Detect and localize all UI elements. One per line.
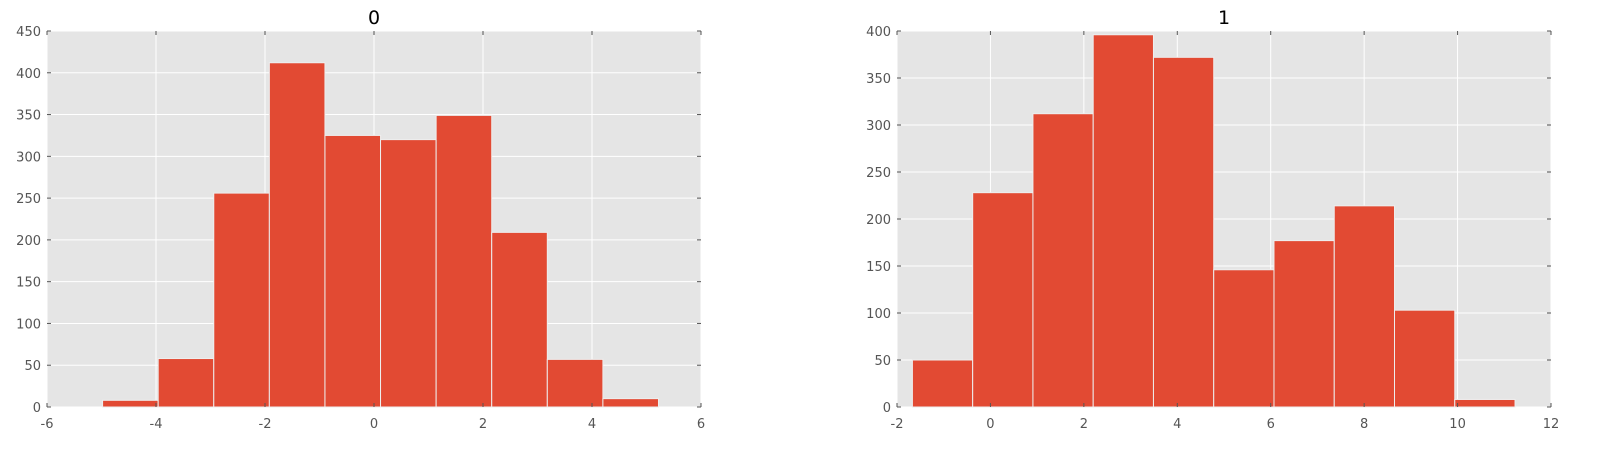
- panel-0-tick-marks: [46, 30, 702, 408]
- panel-0-bar-4: [324, 134, 382, 408]
- panel-1-bar-7: [1333, 205, 1396, 408]
- panel-1-y-tick-label-1: 50: [874, 354, 891, 369]
- panel-0-bars: [102, 62, 659, 408]
- panel-0-bar-8: [546, 358, 604, 408]
- panel-1-x-tick-label-0: -2: [891, 417, 904, 432]
- panel-0-bar-1: [157, 358, 215, 408]
- panel-0-y-tick-label-7: 350: [16, 109, 41, 124]
- panel-0-bar-0: [102, 399, 159, 408]
- panel-0-x-tick-label-3: 0: [370, 417, 378, 432]
- panel-1-x-tick-label-1: 0: [986, 417, 994, 432]
- panel-0-y-tick-label-9: 450: [16, 25, 41, 40]
- panel-0-tick-labels: -6 -4 -2 0 2 4 6 0 50 100 150 200 250 300 350 400 450: [16, 25, 705, 432]
- panel-1-bar-2: [1032, 113, 1094, 408]
- panel-0-y-tick-label-2: 100: [16, 317, 41, 332]
- panel-1-y-tick-label-5: 250: [866, 166, 891, 181]
- panel-1-x-tick-label-2: 2: [1080, 417, 1088, 432]
- panel-0-title: 0: [368, 7, 380, 29]
- panel-0-bar-7: [491, 231, 548, 408]
- panel-0-x-tick-label-0: -6: [41, 417, 54, 432]
- panel-1-x-tick-label-7: 12: [1543, 417, 1560, 432]
- panel-1-bar-5: [1213, 269, 1275, 408]
- panel-1-x-tick-label-5: 8: [1360, 417, 1368, 432]
- panel-1-y-tick-label-7: 350: [866, 72, 891, 87]
- panel-1-y-tick-label-4: 200: [866, 213, 891, 228]
- panel-0-y-tick-label-5: 250: [16, 192, 41, 207]
- panel-0-y-tick-label-3: 150: [16, 276, 41, 291]
- panel-1-bar-8: [1394, 309, 1456, 408]
- panel-0-y-tick-label-1: 50: [24, 359, 41, 374]
- panel-1-y-tick-label-0: 0: [883, 401, 891, 416]
- panel-1-bar-9: [1454, 398, 1516, 408]
- panel-1-x-tick-label-3: 4: [1173, 417, 1181, 432]
- panel-0-x-tick-label-1: -4: [150, 417, 163, 432]
- panel-0-x-tick-label-2: -2: [259, 417, 272, 432]
- panel-1-bar-0: [911, 359, 974, 408]
- panel-1-bar-4: [1152, 56, 1215, 408]
- panel-0-y-tick-label-6: 300: [16, 150, 41, 165]
- panel-1-y-tick-label-3: 150: [866, 260, 891, 275]
- panel-1-x-tick-label-4: 6: [1267, 417, 1275, 432]
- panel-1-bar-3: [1092, 34, 1154, 408]
- panel-1-bar-1: [972, 192, 1034, 408]
- panel-1-y-tick-label-8: 400: [866, 25, 891, 40]
- panel-0-y-tick-label-8: 400: [16, 67, 41, 82]
- panel-0-bar-5: [380, 139, 437, 408]
- panel-1-tick-marks: [896, 30, 1552, 408]
- panel-1-bars: [911, 34, 1516, 408]
- panel-0-x-tick-label-5: 4: [588, 417, 596, 432]
- panel-1-y-tick-label-2: 100: [866, 307, 891, 322]
- panel-0-bar-2: [213, 192, 270, 408]
- panel-0-bar-9: [602, 398, 659, 408]
- panel-1-bar-6: [1273, 240, 1335, 408]
- panel-0-bar-6: [435, 114, 493, 408]
- panel-0-bar-3: [268, 62, 326, 408]
- histogram-panel-0: 0 -6 -4 -2 0 2 4 6 0 50 100 150 200 250 300 350 400 450: [16, 7, 705, 432]
- panel-1-y-tick-label-6: 300: [866, 119, 891, 134]
- panel-0-y-tick-label-0: 0: [33, 401, 41, 416]
- panel-0-y-tick-label-4: 200: [16, 234, 41, 249]
- panel-1-title: 1: [1218, 7, 1230, 29]
- panel-0-x-tick-label-4: 2: [479, 417, 487, 432]
- panel-0-x-tick-label-6: 6: [697, 417, 705, 432]
- panel-1-x-tick-label-6: 10: [1449, 417, 1466, 432]
